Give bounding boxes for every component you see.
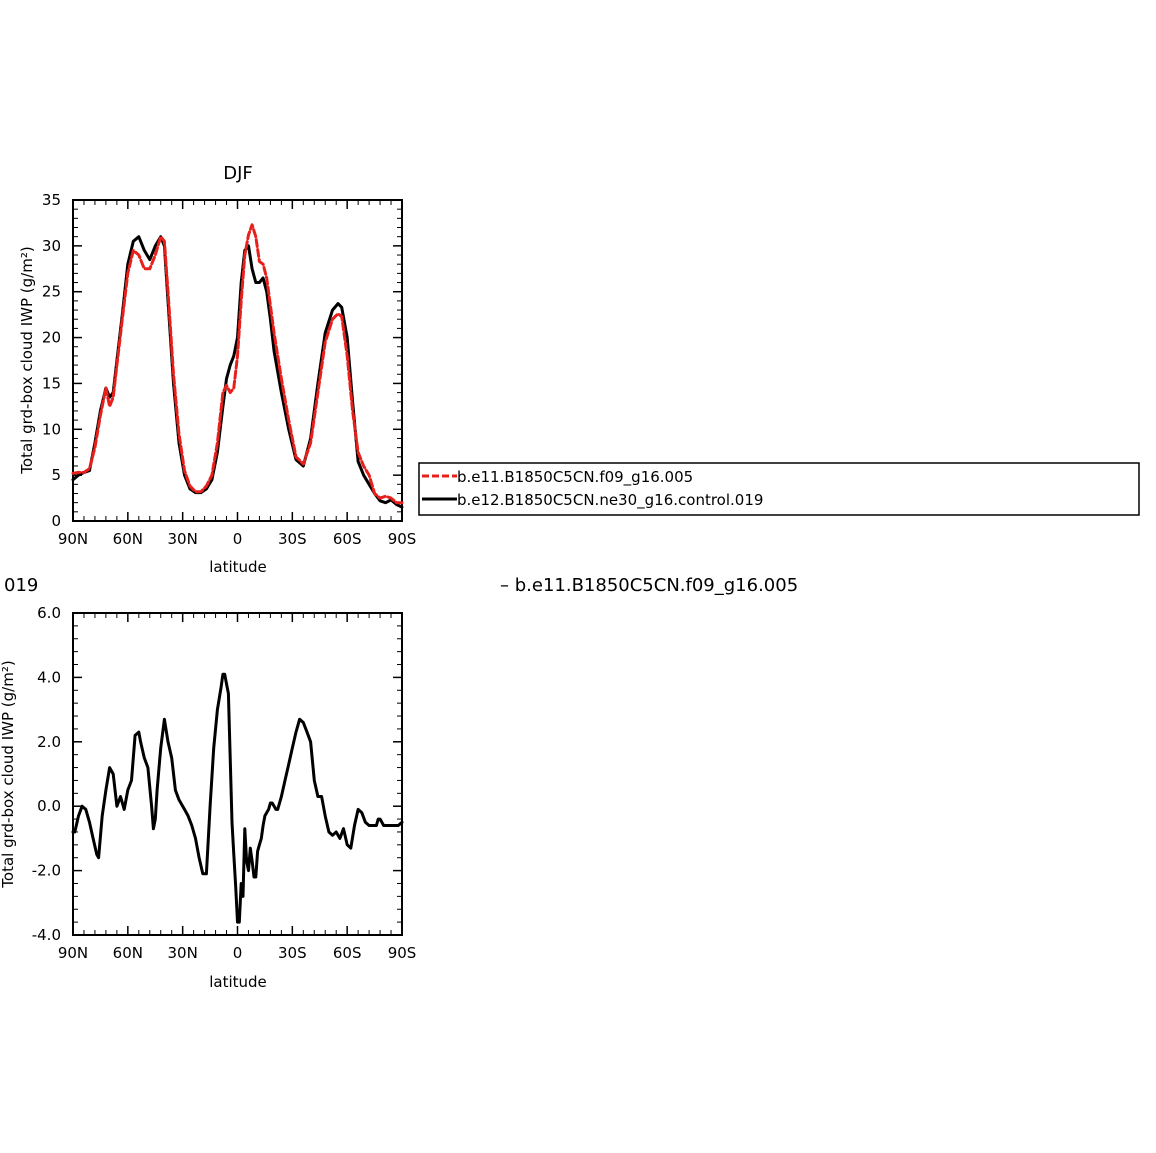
bottom-x-tick-label: 60S: [333, 944, 362, 962]
legend-label-series-1: b.e11.B1850C5CN.f09_g16.005: [457, 468, 693, 487]
top-series-line-2: [71, 235, 404, 509]
legend: b.e11.B1850C5CN.f09_g16.005 b.e12.B1850C…: [418, 462, 1140, 516]
bottom-y-axis-label: Total grd-box cloud IWP (g/m²): [0, 660, 17, 888]
bottom-y-tick-label: 6.0: [37, 604, 61, 622]
top-x-tick-label: 30N: [168, 530, 198, 548]
top-series-lines: [71, 223, 404, 509]
bottom-y-tick-label: 2.0: [37, 733, 61, 751]
bottom-x-tick-label: 0: [233, 944, 243, 962]
bottom-x-axis-label: latitude: [209, 973, 267, 991]
bottom-title-fragment-left: 019: [4, 575, 38, 596]
top-y-tick-label: 35: [42, 191, 61, 209]
bottom-x-tick-label: 90S: [388, 944, 417, 962]
legend-frame: [418, 462, 1140, 516]
top-axes: 90N 60N 30N 0 30S 60S 90S 0 5 10 15 20 25 30 35: [42, 191, 416, 548]
top-y-tick-label: 30: [42, 237, 61, 255]
bottom-y-axis-label-clip: Total grd-box cloud IWP (g/m²): [0, 660, 17, 888]
top-x-axis-label: latitude: [209, 558, 267, 576]
bottom-series-line-1: [71, 672, 404, 924]
bottom-x-tick-label: 30S: [278, 944, 307, 962]
top-panel: DJF 90N 60N 30N 0 30S 60S 90S 0 5 10 15 20 25 30 35 la…: [18, 163, 416, 576]
top-x-tick-label: 90S: [388, 530, 417, 548]
top-y-tick-label: 10: [42, 420, 61, 438]
top-y-tick-label: 20: [42, 329, 61, 347]
top-x-tick-label: 0: [233, 530, 243, 548]
top-y-tick-label: 15: [42, 374, 61, 392]
top-x-tick-label: 60S: [333, 530, 362, 548]
top-y-tick-label: 25: [42, 283, 61, 301]
bottom-y-tick-label: 4.0: [37, 668, 61, 686]
top-y-axis-label: Total grd-box cloud IWP (g/m²): [18, 246, 36, 474]
top-x-tick-label: 30S: [278, 530, 307, 548]
bottom-y-tick-label: 0.0: [37, 797, 61, 815]
bottom-series-lines: [71, 672, 404, 924]
top-y-tick-label: 0: [51, 512, 61, 530]
bottom-title-fragment-right: – b.e11.B1850C5CN.f09_g16.005: [500, 575, 798, 596]
bottom-axes: 90N 60N 30N 0 30S 60S 90S -4.0 -2.0 0.0 2.0 4.0 6.0: [32, 604, 417, 962]
bottom-x-tick-label: 30N: [168, 944, 198, 962]
top-series-line-1: [71, 223, 404, 505]
bottom-x-tick-label: 60N: [113, 944, 143, 962]
bottom-panel: 019 – b.e11.B1850C5CN.f09_g16.005 90N 60N…: [0, 575, 798, 991]
top-y-tick-label: 5: [51, 466, 61, 484]
top-panel-title: DJF: [223, 163, 253, 184]
top-x-tick-label: 60N: [113, 530, 143, 548]
legend-label-series-2: b.e12.B1850C5CN.ne30_g16.control.019: [457, 491, 763, 510]
bottom-x-tick-label: 90N: [58, 944, 88, 962]
top-x-tick-label: 90N: [58, 530, 88, 548]
bottom-plot-frame: [72, 612, 403, 936]
bottom-y-tick-label: -4.0: [32, 926, 61, 944]
bottom-y-tick-label: -2.0: [32, 862, 61, 880]
